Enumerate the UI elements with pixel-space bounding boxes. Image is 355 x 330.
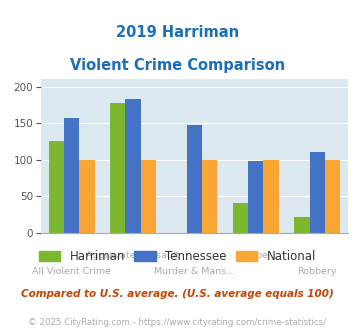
Text: All Violent Crime: All Violent Crime <box>32 267 111 276</box>
Text: Compared to U.S. average. (U.S. average equals 100): Compared to U.S. average. (U.S. average … <box>21 289 334 299</box>
Bar <box>187 124 202 233</box>
Text: © 2025 CityRating.com - https://www.cityrating.com/crime-statistics/: © 2025 CityRating.com - https://www.city… <box>28 318 327 327</box>
Bar <box>263 160 279 233</box>
Bar <box>310 152 325 233</box>
Text: Rape: Rape <box>244 251 268 260</box>
Bar <box>110 103 125 233</box>
Bar <box>64 118 79 233</box>
Legend: Harriman, Tennessee, National: Harriman, Tennessee, National <box>39 250 316 263</box>
Text: Aggravated Assault: Aggravated Assault <box>86 251 180 260</box>
Bar <box>248 161 263 233</box>
Bar <box>294 216 310 233</box>
Bar <box>125 99 141 233</box>
Bar <box>233 203 248 233</box>
Text: Murder & Mans...: Murder & Mans... <box>154 267 235 276</box>
Bar <box>325 160 340 233</box>
Bar <box>79 160 94 233</box>
Bar <box>202 160 217 233</box>
Text: Robbery: Robbery <box>297 267 337 276</box>
Bar <box>141 160 156 233</box>
Text: 2019 Harriman: 2019 Harriman <box>116 25 239 40</box>
Bar <box>49 141 64 233</box>
Text: Violent Crime Comparison: Violent Crime Comparison <box>70 58 285 73</box>
